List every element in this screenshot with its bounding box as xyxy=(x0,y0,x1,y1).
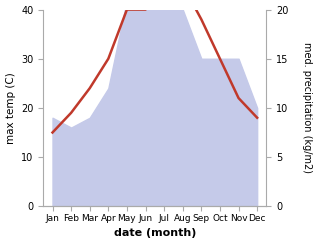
Y-axis label: med. precipitation (kg/m2): med. precipitation (kg/m2) xyxy=(302,42,313,173)
Y-axis label: max temp (C): max temp (C) xyxy=(5,72,16,144)
X-axis label: date (month): date (month) xyxy=(114,228,196,238)
